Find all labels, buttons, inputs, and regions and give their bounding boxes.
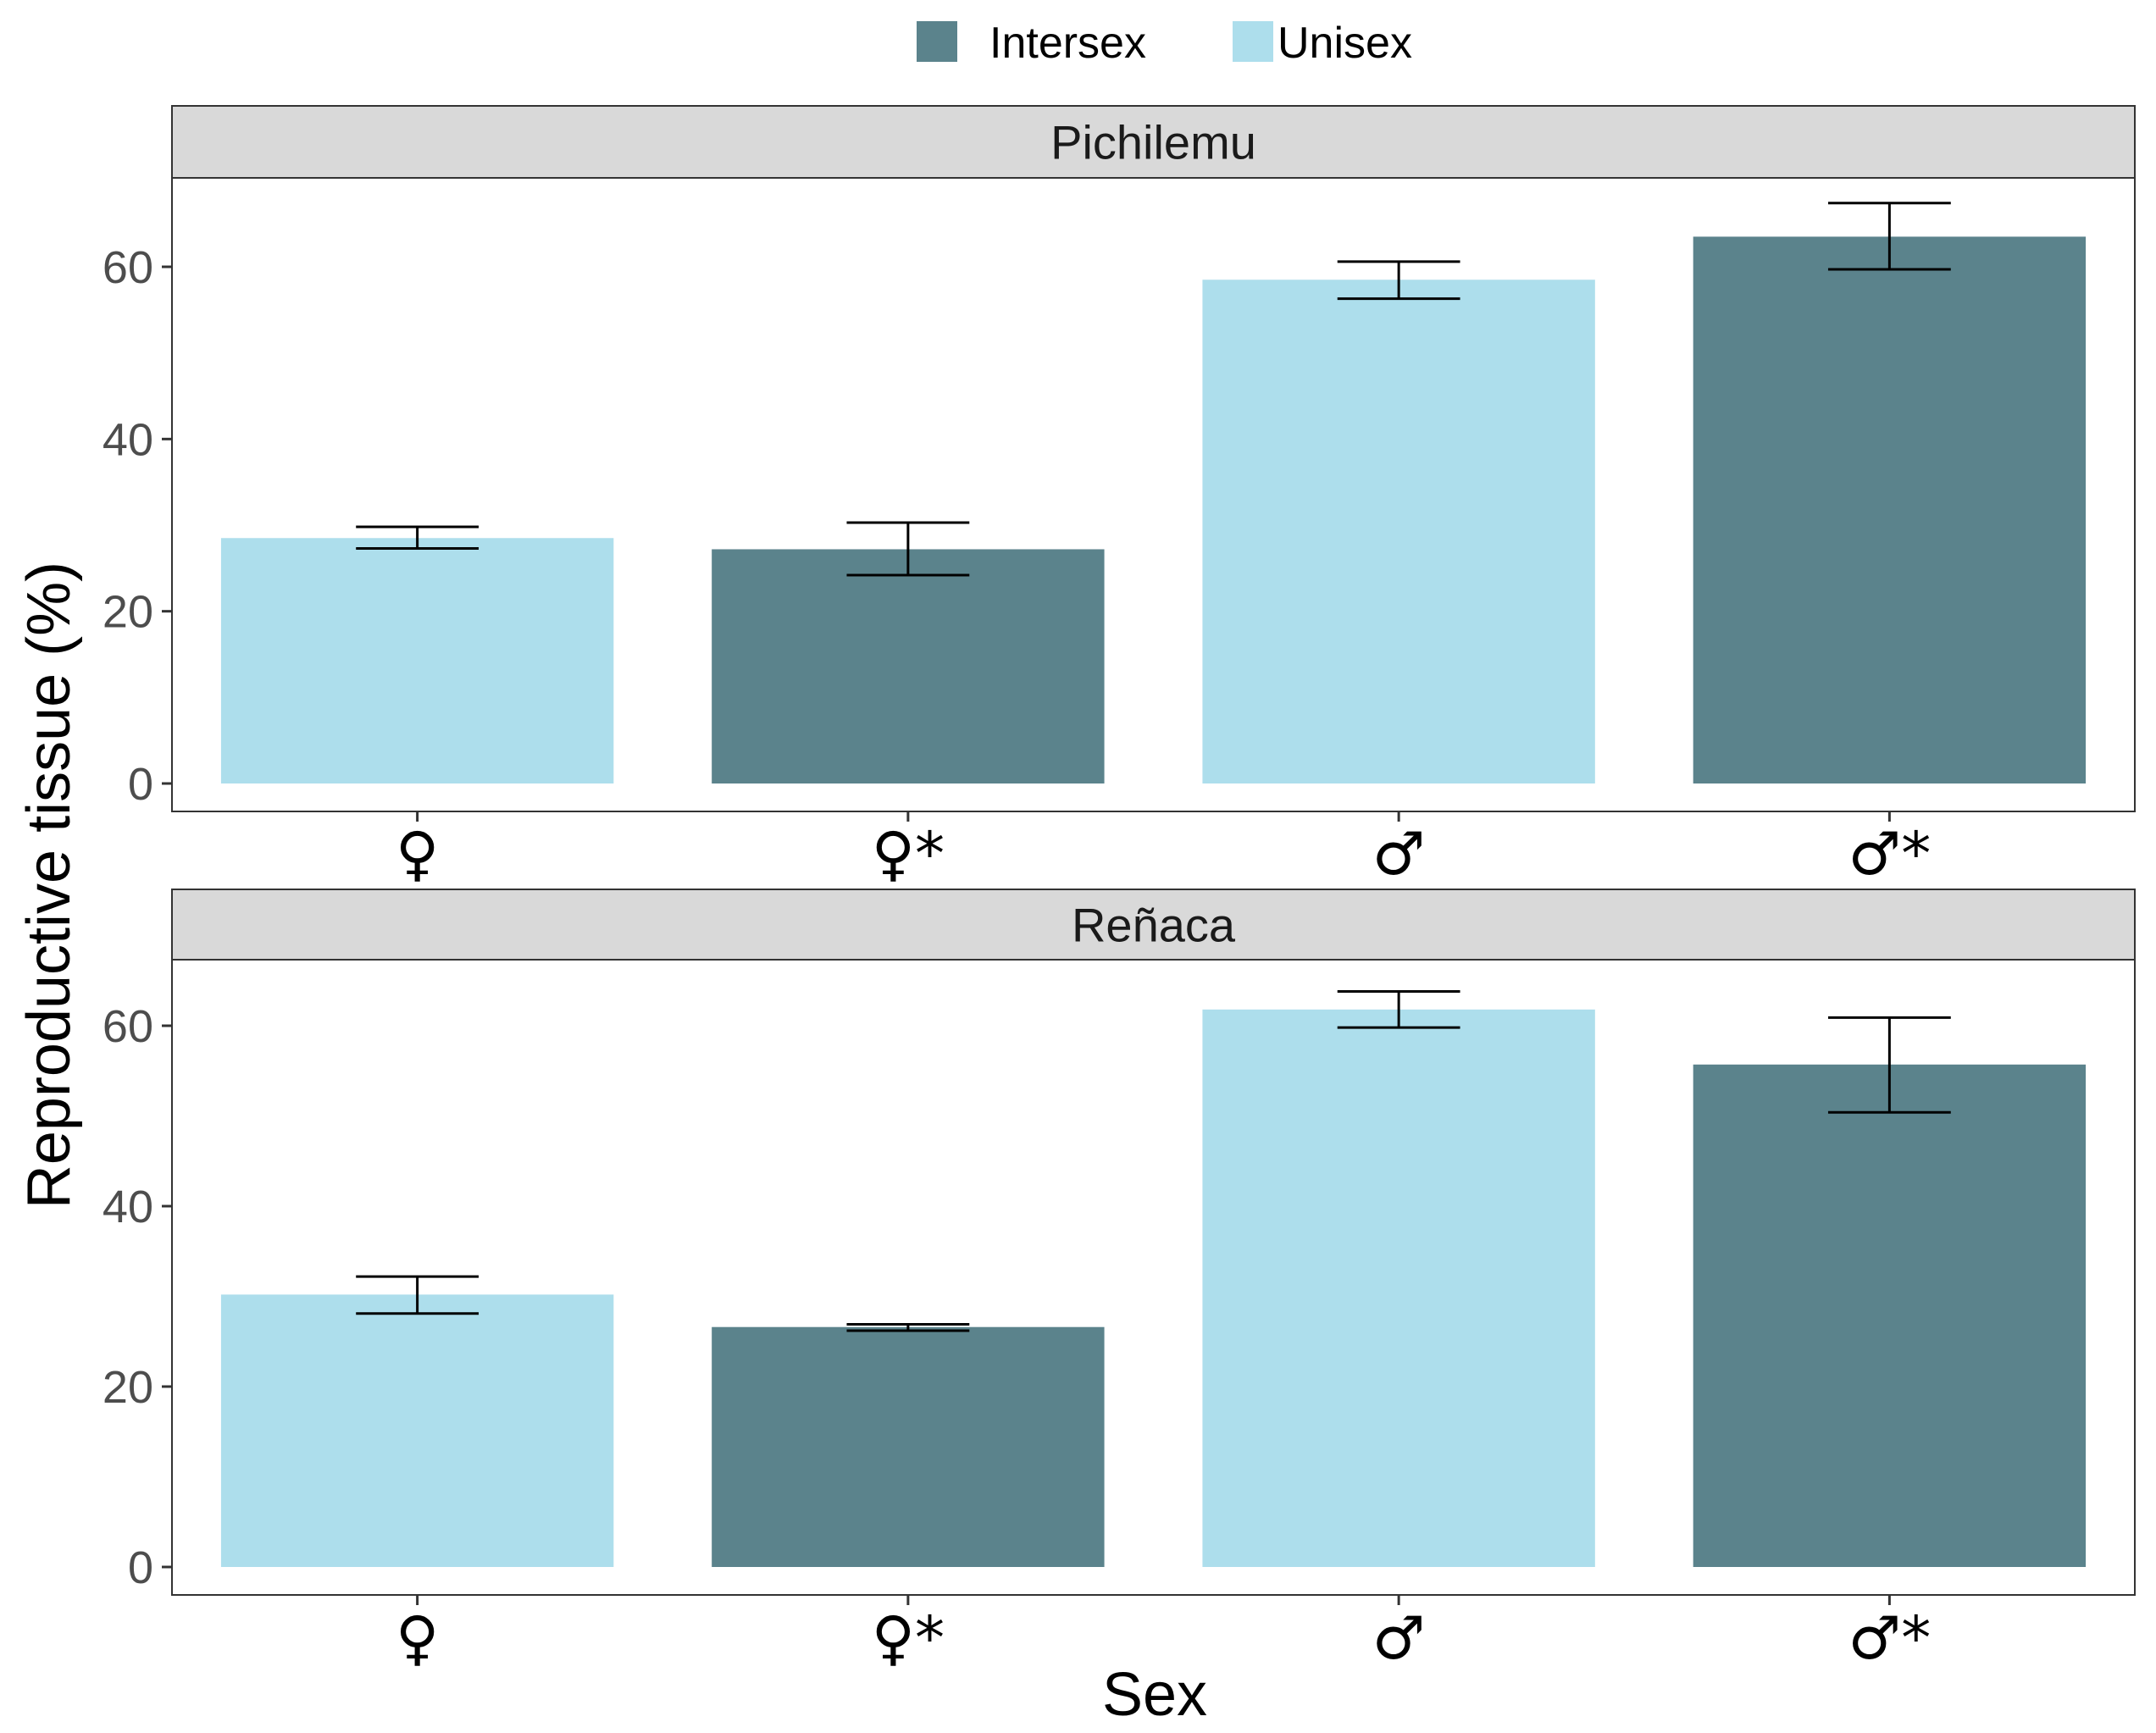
bar [1202,280,1595,783]
x-tick-label: ♂* [1848,819,1931,889]
legend-label-intersex: Intersex [989,19,1146,68]
x-tick-label: ♀ [396,1603,439,1673]
y-tick-label: 0 [128,759,153,810]
legend-label-unisex: Unisex [1278,19,1412,68]
x-tick-label: ♂ [1372,819,1426,889]
y-tick-label: 40 [103,414,153,465]
x-tick-label: ♀* [872,819,945,889]
bar [712,1326,1105,1567]
y-tick-label: 40 [103,1182,153,1232]
facet-strip [171,889,2136,961]
bar [712,549,1105,783]
bar [220,538,614,783]
x-tick-label: ♀* [872,1603,945,1673]
bar [1202,1009,1595,1567]
legend: Intersex Unisex [917,19,1412,68]
bar [220,1294,614,1567]
x-tick-label: ♀ [396,819,439,889]
chart-panels: Pichilemu 0 20 40 60 ♀ ♀* ♂ ♂* Reñaca 0 20 40 60 ♀ ♀* ♂ ♂… [103,105,2136,1673]
panel-1: Pichilemu 0 20 40 60 ♀ ♀* ♂ ♂* [103,105,2136,889]
x-tick-label: ♂* [1848,1603,1931,1673]
facet-title: Pichilemu [1050,116,1256,169]
y-tick-label: 60 [103,1001,153,1052]
y-tick-label: 0 [128,1542,153,1593]
x-tick-label: ♂ [1372,1603,1426,1673]
facet-title: Reñaca [1072,899,1236,952]
legend-swatch-intersex [917,21,957,62]
legend-swatch-unisex [1233,21,1273,62]
bar [1693,236,2087,784]
panel-2: Reñaca 0 20 40 60 ♀ ♀* ♂ ♂* [103,889,2136,1673]
x-axis-title: Sex [1102,1661,1207,1729]
y-tick-label: 20 [103,1362,153,1413]
y-tick-label: 60 [103,242,153,293]
facet-strip [171,105,2136,179]
y-axis-title: Reproductive tissue (%) [15,562,83,1209]
y-tick-label: 20 [103,587,153,638]
bar [1693,1064,2087,1567]
